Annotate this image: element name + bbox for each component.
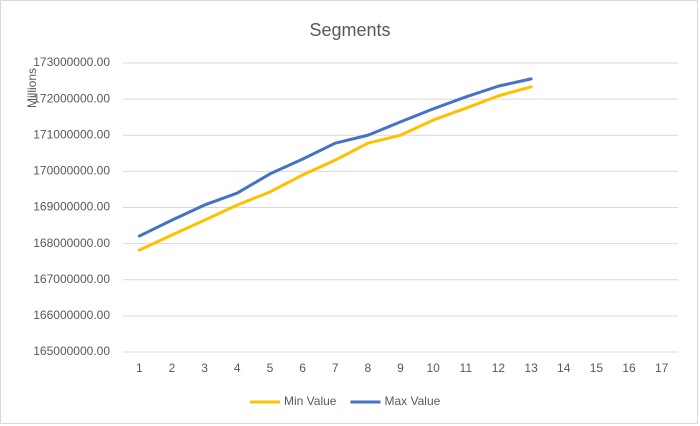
y-tick-label: 172000000.00 bbox=[33, 91, 110, 105]
y-tick-label: 171000000.00 bbox=[33, 127, 110, 141]
x-tick-label: 8 bbox=[365, 361, 372, 375]
x-tick-label: 3 bbox=[201, 361, 208, 375]
x-tick-label: 12 bbox=[492, 361, 506, 375]
x-tick-label: 14 bbox=[557, 361, 571, 375]
y-tick-label: 173000000.00 bbox=[33, 55, 110, 69]
x-tick-label: 9 bbox=[397, 361, 404, 375]
legend-label: Min Value bbox=[284, 394, 337, 408]
legend-label: Max Value bbox=[384, 394, 440, 408]
y-tick-label: 167000000.00 bbox=[33, 272, 110, 286]
y-tick-label: 168000000.00 bbox=[33, 236, 110, 250]
chart-title: Segments bbox=[309, 20, 390, 40]
y-tick-label: 169000000.00 bbox=[33, 200, 110, 214]
x-tick-label: 17 bbox=[655, 361, 669, 375]
x-tick-label: 13 bbox=[524, 361, 538, 375]
y-tick-label: 166000000.00 bbox=[33, 308, 110, 322]
x-tick-label: 4 bbox=[234, 361, 241, 375]
x-tick-label: 5 bbox=[267, 361, 274, 375]
y-axis-title: Millions bbox=[25, 68, 39, 108]
x-tick-label: 1 bbox=[136, 361, 143, 375]
x-tick-label: 2 bbox=[169, 361, 176, 375]
line-series bbox=[137, 77, 533, 238]
x-tick-label: 7 bbox=[332, 361, 339, 375]
y-tick-label: 170000000.00 bbox=[33, 164, 110, 178]
line-series bbox=[137, 85, 533, 252]
x-tick-label: 16 bbox=[622, 361, 636, 375]
x-tick-label: 6 bbox=[299, 361, 306, 375]
x-tick-label: 11 bbox=[460, 361, 473, 375]
x-tick-label: 15 bbox=[590, 361, 604, 375]
x-tick-label: 10 bbox=[426, 361, 440, 375]
y-tick-label: 165000000.00 bbox=[33, 344, 110, 358]
